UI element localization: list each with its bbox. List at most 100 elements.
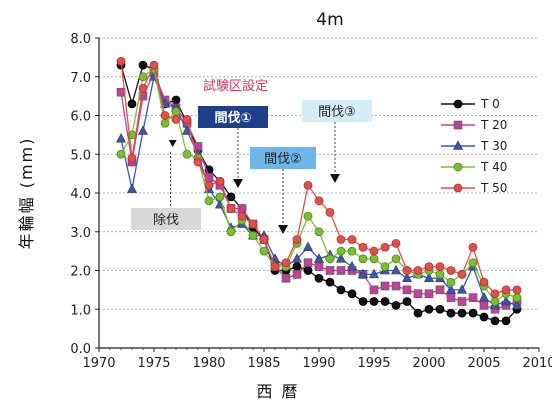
data-point	[325, 254, 335, 264]
data-point	[453, 140, 463, 150]
data-point	[193, 157, 203, 167]
data-point	[369, 254, 379, 264]
x-tick-label: 2010	[522, 356, 552, 371]
data-point	[380, 281, 390, 291]
data-point	[453, 183, 463, 193]
data-point	[226, 227, 236, 237]
chart-title: 4m	[316, 10, 343, 30]
annotation-box	[250, 147, 316, 169]
data-point	[369, 297, 379, 306]
data-point	[479, 277, 489, 287]
data-point	[490, 289, 500, 299]
data-point	[512, 293, 522, 303]
data-point	[248, 231, 258, 241]
data-point	[336, 285, 346, 295]
data-point	[138, 83, 148, 93]
data-point	[336, 246, 346, 256]
data-point	[182, 114, 192, 124]
data-point	[347, 260, 357, 271]
data-point	[116, 56, 126, 66]
data-point	[116, 133, 126, 143]
data-point	[413, 308, 423, 318]
data-point	[204, 196, 214, 206]
y-tick-label: 8.0	[70, 32, 91, 47]
data-point	[435, 269, 445, 279]
data-point	[336, 253, 346, 263]
data-point	[402, 266, 412, 275]
data-point	[435, 304, 445, 314]
data-point	[303, 241, 313, 252]
y-tick-label: 0.0	[70, 342, 91, 357]
data-point	[391, 254, 401, 264]
x-tick-label: 2005	[467, 356, 500, 371]
data-point	[391, 238, 401, 248]
y-tick-label: 5.0	[70, 148, 91, 163]
data-point	[138, 60, 148, 70]
data-point	[325, 207, 335, 217]
data-point	[435, 285, 445, 295]
data-point	[314, 253, 324, 263]
data-point	[171, 107, 181, 117]
data-point	[171, 114, 181, 124]
x-tick-label: 2000	[412, 356, 445, 371]
data-point	[402, 297, 412, 306]
annotation-weeding: 除伐	[153, 213, 179, 228]
data-point	[446, 266, 456, 275]
data-point	[358, 242, 368, 252]
data-point	[127, 183, 137, 193]
data-point	[116, 149, 126, 159]
data-point	[391, 264, 401, 275]
y-tick-label: 1.0	[70, 303, 91, 318]
y-tick-label: 2.0	[70, 265, 91, 280]
data-point	[479, 291, 489, 302]
data-point	[380, 242, 390, 252]
data-point	[281, 258, 291, 268]
annotation-thinning-2: 間伐②	[264, 152, 302, 167]
annotation-plot-setup: 試験区設定	[203, 78, 268, 94]
data-point	[369, 246, 379, 256]
data-point	[457, 284, 467, 294]
y-tick-label: 3.0	[70, 226, 91, 241]
data-point	[380, 297, 390, 306]
data-point	[292, 270, 302, 279]
y-tick-label: 6.0	[70, 110, 91, 125]
data-point	[391, 300, 401, 310]
data-point	[380, 262, 390, 272]
data-point	[457, 308, 467, 318]
data-point	[314, 227, 324, 237]
data-point	[226, 204, 236, 213]
data-point	[325, 277, 335, 287]
data-point	[237, 211, 247, 221]
data-point	[303, 258, 313, 268]
x-axis-title: 西 暦	[256, 382, 299, 401]
data-point	[435, 262, 445, 272]
data-point	[336, 266, 346, 275]
data-point	[468, 308, 478, 318]
data-point	[479, 301, 489, 310]
data-point	[402, 285, 412, 295]
data-point	[358, 268, 368, 279]
data-point	[424, 289, 434, 299]
data-point	[182, 149, 192, 159]
data-point	[402, 272, 412, 283]
annotation-thinning-3: 間伐③	[318, 105, 356, 120]
x-tick-label: 1980	[192, 356, 225, 371]
annotation-thinning-1: 間伐①	[214, 110, 251, 126]
x-tick-label: 1975	[137, 356, 170, 371]
data-point	[281, 273, 291, 283]
data-point	[127, 99, 137, 109]
annotation-box	[131, 208, 201, 230]
annotation-arrow	[330, 174, 340, 183]
data-point	[446, 277, 456, 287]
data-point	[314, 196, 324, 206]
data-point	[358, 254, 368, 264]
x-tick-label: 1995	[357, 356, 390, 371]
data-point	[314, 273, 324, 283]
data-point	[303, 266, 313, 275]
data-point	[314, 262, 324, 271]
legend-label: T 40	[480, 160, 507, 174]
data-point	[303, 211, 313, 221]
